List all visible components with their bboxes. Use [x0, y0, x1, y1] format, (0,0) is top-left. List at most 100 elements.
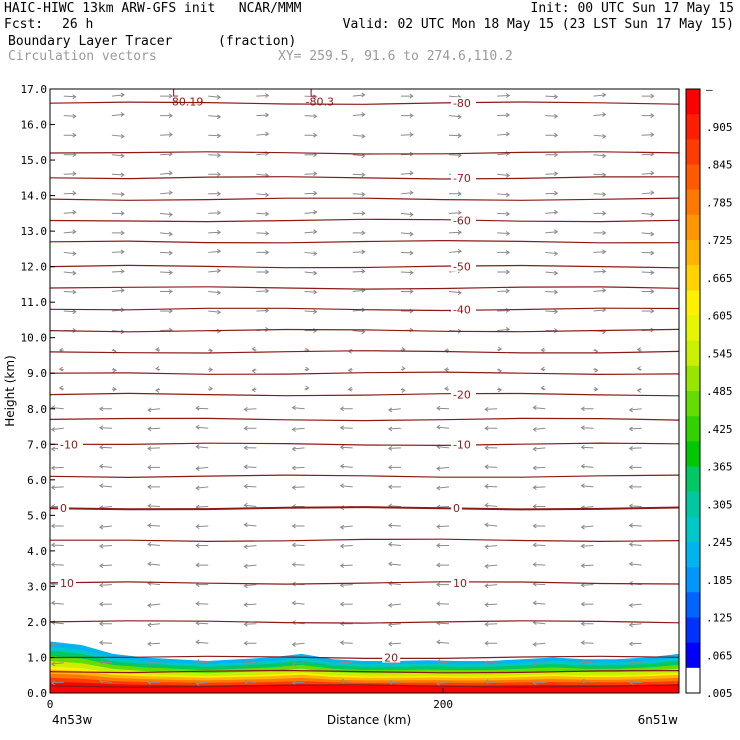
colorbar-label: .125: [706, 612, 733, 625]
vector-head: [216, 229, 222, 235]
vector-head: [99, 463, 104, 469]
circulation-vector: [388, 524, 401, 527]
circulation-vector: [99, 465, 112, 468]
circulation-vector: [292, 447, 305, 450]
vector-head: [208, 367, 214, 373]
vector-head: [409, 113, 414, 119]
vector-head: [313, 229, 318, 235]
colorbar-swatch: [686, 491, 700, 518]
vector-head: [602, 230, 607, 236]
circulation-vector: [160, 271, 173, 274]
circulation-vector: [160, 232, 173, 235]
circulation-vector: [256, 232, 269, 234]
circulation-vector: [304, 173, 317, 175]
colorbar-swatch: [686, 365, 700, 392]
circulation-vector: [340, 545, 353, 547]
circulation-vector: [593, 193, 606, 195]
circulation-vector: [629, 603, 642, 606]
circulation-vector: [111, 251, 124, 253]
vector-head: [505, 211, 511, 217]
vector-head: [361, 153, 366, 159]
circulation-vector: [51, 427, 64, 430]
vector-head: [436, 582, 441, 588]
contour-label: -10: [453, 438, 471, 451]
circulation-vector: [244, 408, 257, 410]
circulation-vector: [63, 251, 76, 255]
vector-head: [72, 132, 77, 138]
circulation-vector: [304, 291, 317, 293]
colorbar-label: .065: [706, 649, 733, 662]
circulation-vector: [340, 661, 353, 664]
circulation-vector: [63, 271, 76, 274]
vector-head: [628, 522, 633, 528]
circulation-vector: [388, 582, 401, 586]
vector-head: [580, 524, 585, 530]
vector-head: [313, 209, 318, 215]
vector-head: [99, 425, 104, 431]
circulation-vector: [340, 446, 353, 449]
vector-head: [457, 210, 462, 216]
vector-head: [580, 640, 585, 646]
colorbar-swatch: [686, 416, 700, 442]
circulation-vector: [196, 466, 209, 470]
circulation-vector: [304, 251, 317, 255]
circulation-vector: [593, 309, 606, 312]
vector-head: [484, 679, 489, 685]
vector-head: [168, 190, 173, 196]
y-tick-label: 10.0: [21, 332, 48, 345]
vector-head: [387, 641, 393, 647]
vector-head: [436, 681, 441, 686]
vector-head: [195, 485, 200, 491]
vector-head: [50, 562, 56, 567]
circulation-vector: [148, 603, 161, 606]
circulation-vector: [196, 426, 209, 429]
colorbar-label: .485: [706, 385, 733, 398]
circulation-vector: [292, 466, 305, 469]
vector-head: [216, 290, 222, 296]
vector-head: [580, 425, 585, 431]
circulation-vector: [388, 408, 401, 411]
vector-head: [505, 269, 511, 275]
vector-head: [305, 366, 310, 372]
vector-head: [554, 113, 559, 119]
circulation-vector: [148, 543, 161, 547]
vector-head: [505, 173, 511, 178]
circulation-vector: [436, 681, 450, 684]
colorbar-label: .665: [706, 272, 733, 285]
vector-head: [120, 249, 125, 255]
circulation-vector: [533, 447, 546, 450]
vector-head: [602, 210, 607, 216]
vector-head: [580, 406, 585, 412]
colorbar-swatch: [686, 617, 700, 644]
vector-head: [339, 659, 344, 665]
vector-head: [602, 172, 607, 178]
circulation-vector: [533, 407, 546, 410]
vector-head: [628, 660, 633, 666]
vector-head: [168, 113, 173, 119]
vector-head: [409, 93, 414, 99]
circulation-vector: [533, 602, 546, 605]
vector-head: [168, 212, 173, 217]
circulation-vector: [51, 486, 64, 488]
contour-min-label: -80.3: [306, 95, 334, 108]
x-end-location: 6n51w: [638, 713, 679, 727]
circulation-vector: [485, 564, 498, 567]
vector-head: [532, 542, 537, 548]
vector-head: [339, 543, 344, 549]
vector-head: [409, 190, 414, 196]
field1-name: Boundary Layer Tracer: [8, 34, 173, 49]
colorbar-label: .305: [706, 498, 733, 511]
circulation-vector: [388, 662, 401, 664]
colorbar-label: .425: [706, 423, 733, 436]
header-title: HAIC-HIWC 13km ARW-GFS init NCAR/MMM: [4, 1, 302, 16]
low-marker: L: [310, 87, 317, 100]
y-tick-label: 17.0: [21, 83, 48, 96]
vector-head: [195, 524, 200, 530]
vector-head: [50, 680, 56, 686]
vector-head: [243, 583, 248, 589]
vector-head: [291, 642, 296, 647]
vector-head: [195, 620, 200, 626]
vector-head: [313, 309, 318, 315]
colorbar-swatch: [686, 315, 700, 342]
vector-head: [313, 270, 318, 276]
